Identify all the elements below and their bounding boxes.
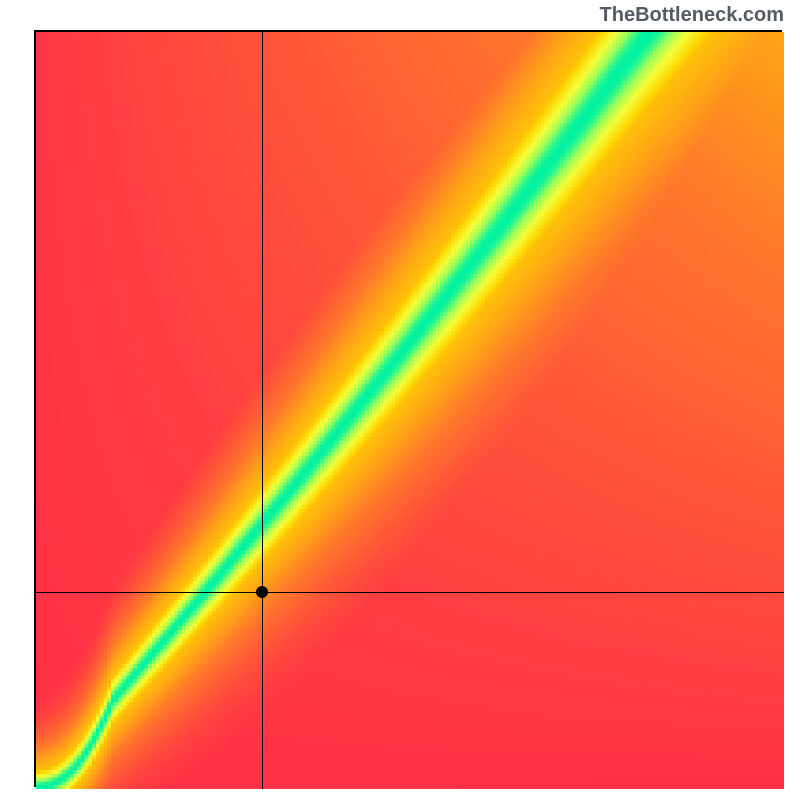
heatmap-canvas — [36, 32, 784, 789]
plot-frame — [34, 30, 782, 787]
watermark-text: TheBottleneck.com — [600, 4, 784, 27]
crosshair-vertical — [262, 32, 263, 789]
chart-container: TheBottleneck.com — [0, 0, 800, 800]
marker-point — [256, 586, 268, 598]
crosshair-horizontal — [36, 592, 784, 593]
